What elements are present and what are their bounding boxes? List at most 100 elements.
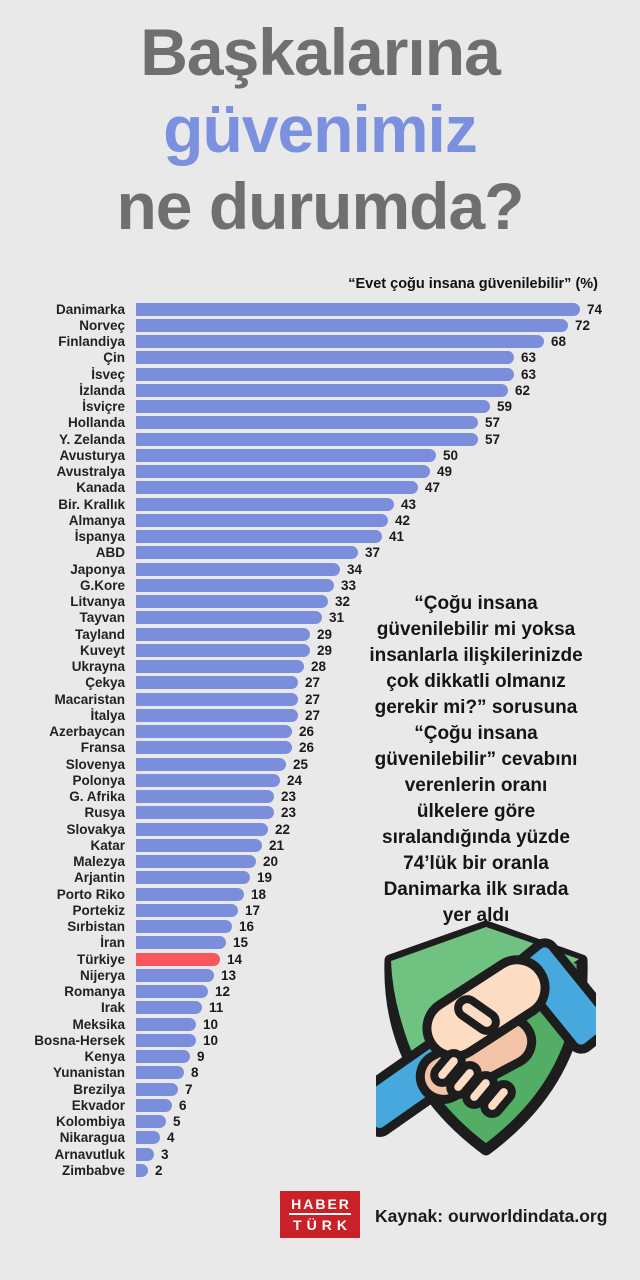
- bar: [136, 855, 256, 869]
- bar-row: Malezya 20: [0, 854, 640, 870]
- country-label: Slovakya: [66, 821, 125, 837]
- country-label: Bir. Krallık: [58, 496, 125, 512]
- value-label: 57: [485, 431, 501, 447]
- bar-row: Yunanistan 8: [0, 1065, 640, 1081]
- bar: [136, 1131, 160, 1145]
- annotation-line: güvenilebilir mi yoksa: [376, 619, 576, 640]
- bar-row: Slovakya 22: [0, 821, 640, 837]
- country-label: Almanya: [68, 512, 125, 528]
- value-label: 49: [437, 464, 453, 480]
- bar: [136, 1066, 184, 1080]
- bar: [136, 871, 250, 885]
- value-label: 32: [335, 594, 351, 610]
- bar: [136, 773, 280, 787]
- value-label: 23: [281, 789, 297, 805]
- value-label: 28: [311, 659, 327, 675]
- bar-row: Ekvador 6: [0, 1097, 640, 1113]
- country-label: İzlanda: [79, 382, 125, 398]
- value-label: 17: [245, 902, 261, 918]
- bar: [136, 481, 418, 495]
- bar-row: G. Afrika 23: [0, 789, 640, 805]
- value-label: 14: [227, 951, 243, 967]
- country-label: ABD: [95, 545, 125, 561]
- bar-row: İzlanda 62: [0, 382, 640, 398]
- annotation-line: Danimarka ilk sırada: [383, 879, 569, 900]
- value-label: 26: [299, 724, 315, 740]
- bar-row: Arjantin 19: [0, 870, 640, 886]
- country-label: Meksika: [72, 1016, 125, 1032]
- bar: [136, 936, 226, 950]
- value-label: 33: [341, 577, 357, 593]
- value-label: 68: [551, 334, 567, 350]
- country-label: Nikaragua: [59, 1130, 125, 1146]
- source-text: Kaynak: ourworldindata.org: [375, 1206, 608, 1226]
- bar-row: Çekya 27: [0, 675, 640, 691]
- bar-row: Hollanda 57: [0, 415, 640, 431]
- value-label: 25: [293, 756, 309, 772]
- bar: [136, 790, 274, 804]
- title-line-2: güvenimiz: [163, 92, 478, 166]
- bar: [136, 643, 310, 657]
- bar: [136, 465, 430, 479]
- country-label: Zimbabve: [61, 1162, 125, 1178]
- bar-row: Macaristan 27: [0, 691, 640, 707]
- country-label: Ukrayna: [71, 659, 125, 675]
- bar: [136, 416, 478, 430]
- bar-row: Avustralya 49: [0, 464, 640, 480]
- value-label: 10: [203, 1032, 219, 1048]
- value-label: 29: [317, 642, 333, 658]
- bar-row: Nikaragua 4: [0, 1130, 640, 1146]
- bar: [136, 1098, 172, 1112]
- value-label: 41: [389, 529, 405, 545]
- value-label: 62: [515, 382, 531, 398]
- value-label: 34: [347, 561, 363, 577]
- annotation-block: “Çoğu insana güvenilebilir mi yoksa insanl…: [340, 591, 612, 929]
- country-label: Avustralya: [56, 464, 125, 480]
- bar-row: Slovenya 25: [0, 756, 640, 772]
- annotation-line: “Çoğu insana: [414, 593, 538, 614]
- page-title: Başkalarına güvenimiz ne durumda?: [0, 14, 640, 245]
- value-label: 22: [275, 821, 291, 837]
- bar: [136, 367, 514, 381]
- bar: [136, 741, 292, 755]
- bar: [136, 497, 394, 511]
- value-label: 27: [305, 675, 321, 691]
- bar: [136, 708, 298, 722]
- logo-text-haber: HABER: [289, 1196, 351, 1215]
- annotation-line: insanlarla ilişkilerinizde: [369, 645, 583, 666]
- bar: [136, 1017, 196, 1031]
- country-label: Sırbistan: [67, 919, 125, 935]
- value-label: 15: [233, 935, 249, 951]
- bar-row: Danimarka 74: [0, 301, 640, 317]
- value-label: 50: [443, 447, 459, 463]
- shield-handshake-svg: [350, 920, 616, 1156]
- bar: [136, 1147, 154, 1161]
- annotation-line: ülkelere göre: [416, 801, 536, 822]
- value-label: 31: [329, 610, 345, 626]
- bar-row: Porto Riko 18: [0, 886, 640, 902]
- country-label: Irak: [100, 1000, 125, 1016]
- country-label: Slovenya: [65, 756, 125, 772]
- annotation-line: gerekir mi?” sorusuna: [374, 697, 578, 718]
- value-label: 9: [197, 1049, 205, 1065]
- country-label: Nijerya: [79, 967, 125, 983]
- value-label: 6: [179, 1097, 187, 1113]
- bar-row: Rusya 23: [0, 805, 640, 821]
- bar: [136, 318, 568, 332]
- bar-row: Nijerya 13: [0, 967, 640, 983]
- bar-row: Azerbaycan 26: [0, 724, 640, 740]
- bar: [136, 578, 334, 592]
- annotation-line: sıralandığında yüzde: [382, 827, 570, 848]
- bar: [136, 335, 544, 349]
- bar-row: Kenya 9: [0, 1049, 640, 1065]
- country-label: Türkiye: [76, 951, 125, 967]
- title-line-3: ne durumda?: [116, 169, 524, 243]
- annotation-line: “Çoğu insana: [414, 723, 538, 744]
- country-label: Çekya: [85, 675, 125, 691]
- country-label: Porto Riko: [56, 886, 125, 902]
- country-label: Malezya: [73, 854, 125, 870]
- country-label: Kuveyt: [79, 642, 125, 658]
- bar-row: Almanya 42: [0, 512, 640, 528]
- country-label: Hollanda: [67, 415, 125, 431]
- bar-row: İran 15: [0, 935, 640, 951]
